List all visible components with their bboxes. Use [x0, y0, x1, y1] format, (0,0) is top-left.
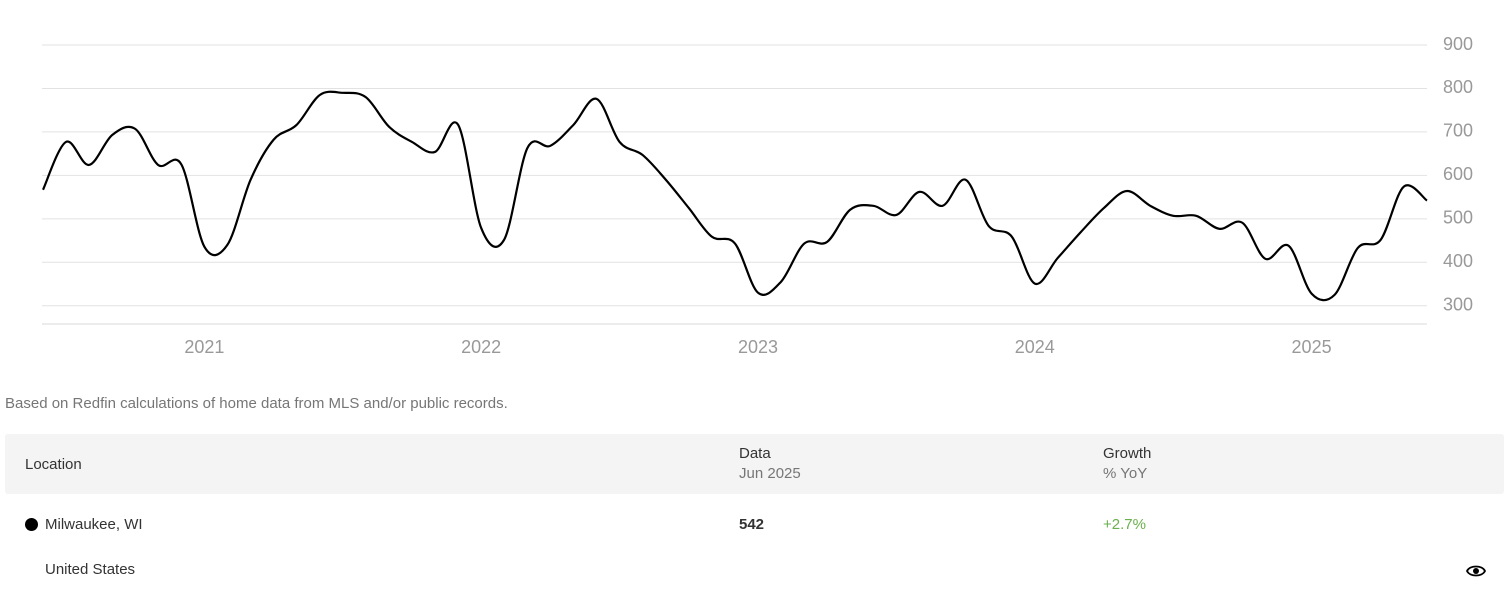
x-tick-label: 2023: [738, 337, 778, 357]
y-tick-label: 500: [1443, 208, 1473, 228]
y-tick-label: 300: [1443, 294, 1473, 314]
y-tick-label: 900: [1443, 34, 1473, 54]
x-tick-label: 2022: [461, 337, 501, 357]
x-tick-label: 2024: [1015, 337, 1055, 357]
header-data: Data: [739, 445, 771, 462]
table-header: Location Data Jun 2025 Growth % YoY: [5, 434, 1504, 494]
x-tick-label: 2021: [184, 337, 224, 357]
header-data-sub: Jun 2025: [739, 465, 801, 482]
y-tick-label: 800: [1443, 77, 1473, 97]
y-tick-label: 400: [1443, 251, 1473, 271]
y-tick-label: 600: [1443, 164, 1473, 184]
footnote: Based on Redfin calculations of home dat…: [5, 395, 508, 412]
row-location: United States: [45, 561, 136, 578]
visibility-toggle[interactable]: [1466, 563, 1486, 579]
x-tick-label: 2025: [1292, 337, 1332, 357]
y-tick-label: 700: [1443, 121, 1473, 141]
row-growth: +2.7%: [1103, 516, 1146, 533]
row-location: Milwaukee, WI: [45, 516, 143, 533]
header-growth-sub: % YoY: [1103, 465, 1148, 482]
legend-dot: [25, 518, 38, 531]
header-growth: Growth: [1103, 445, 1152, 462]
line: [41, 90, 1428, 302]
chart: 300 400 500 600 700 800 900 2021 2022 2023 2024 202…: [41, 34, 1473, 357]
header-location: Location: [25, 456, 82, 473]
row-data: 542: [739, 516, 765, 533]
